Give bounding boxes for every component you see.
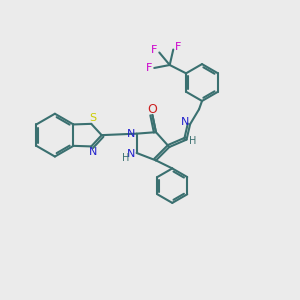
Text: F: F bbox=[152, 45, 158, 55]
Text: H: H bbox=[122, 153, 130, 163]
Text: S: S bbox=[89, 113, 96, 124]
Text: N: N bbox=[181, 117, 189, 127]
Text: O: O bbox=[147, 103, 157, 116]
Text: F: F bbox=[175, 42, 181, 52]
Text: H: H bbox=[189, 136, 197, 146]
Text: N: N bbox=[88, 147, 97, 157]
Text: N: N bbox=[127, 148, 136, 159]
Text: F: F bbox=[146, 63, 153, 73]
Text: N: N bbox=[127, 129, 136, 139]
